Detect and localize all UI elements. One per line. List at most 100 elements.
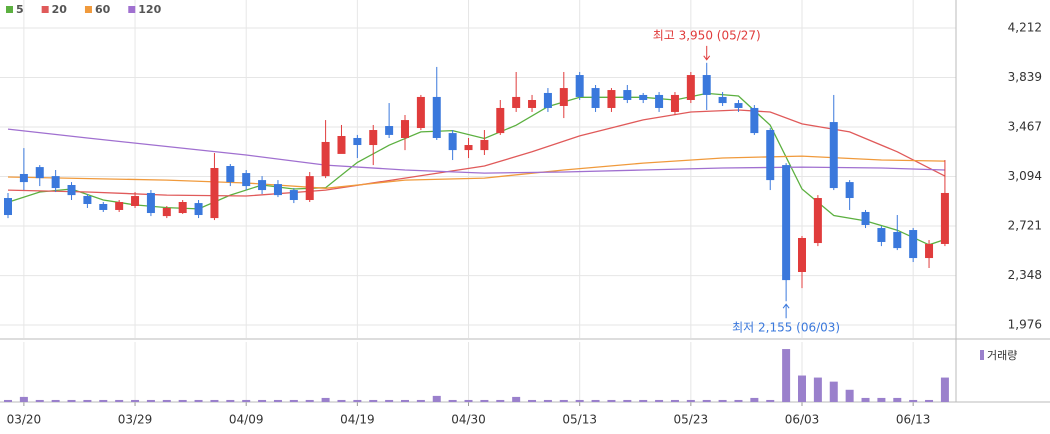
- candle-body: [750, 107, 759, 134]
- volume-bar: [464, 399, 473, 402]
- volume-bar: [35, 399, 44, 402]
- candle-body: [162, 207, 171, 217]
- candle-body: [178, 202, 187, 214]
- legend-swatch: [41, 6, 49, 13]
- candle-body: [528, 100, 537, 108]
- volume-bar: [782, 349, 791, 402]
- candle-body: [146, 192, 155, 214]
- volume-bar: [559, 399, 568, 402]
- volume-bar: [194, 399, 203, 402]
- candle-body: [909, 230, 918, 259]
- candle-body: [369, 130, 378, 146]
- candle-body: [321, 141, 330, 177]
- candle-body: [432, 96, 441, 138]
- candle-body: [385, 126, 394, 135]
- volume-bar: [686, 399, 695, 402]
- candle-body: [464, 145, 473, 151]
- candle-body: [194, 203, 203, 216]
- candle-body: [591, 88, 600, 108]
- volume-bar: [893, 397, 902, 402]
- y-tick-label: 2,721: [1008, 219, 1042, 233]
- volume-bar: [845, 389, 854, 402]
- ma-line: [7, 109, 946, 197]
- volume-bar: [289, 399, 298, 402]
- candle-body: [416, 96, 425, 129]
- volume-bar: [718, 399, 727, 402]
- y-tick-label: 4,212: [1008, 21, 1042, 35]
- volume-bar: [131, 399, 140, 402]
- candle-body: [131, 196, 140, 206]
- x-tick-label: 04/09: [229, 413, 264, 427]
- volume-bar: [401, 399, 409, 402]
- volume-bar: [353, 399, 362, 402]
- ma-line: [7, 128, 945, 174]
- candle-body: [226, 166, 235, 183]
- volume-bar: [115, 399, 124, 402]
- candle-body: [559, 88, 568, 106]
- candle-body: [51, 176, 60, 189]
- volume-bar: [242, 399, 251, 402]
- candle-body: [861, 211, 870, 225]
- y-tick-label: 1,976: [1008, 317, 1042, 331]
- volume-bar: [591, 399, 600, 402]
- volume-bar: [543, 399, 552, 402]
- volume-bar: [4, 399, 12, 402]
- candle-body: [925, 243, 934, 259]
- volume-bar: [496, 399, 505, 402]
- candle-body: [273, 184, 282, 196]
- volume-bar: [734, 399, 743, 402]
- volume-bar: [178, 399, 187, 402]
- x-tick-label: 06/13: [896, 413, 931, 427]
- x-tick-label: 03/29: [118, 413, 153, 427]
- volume-bar: [83, 399, 92, 402]
- volume-bar: [337, 399, 346, 402]
- candle-body: [639, 94, 648, 101]
- y-tick-label: 3,094: [1008, 169, 1042, 183]
- volume-legend-swatch: [980, 350, 984, 360]
- candle-body: [353, 137, 362, 146]
- candle-body: [782, 165, 791, 281]
- x-tick-label: 05/13: [562, 413, 597, 427]
- volume-bar: [909, 399, 918, 402]
- volume-bar: [512, 396, 521, 402]
- candle-body: [448, 133, 457, 151]
- candle-body: [210, 168, 219, 219]
- volume-bar: [305, 399, 314, 402]
- legend-swatch: [84, 6, 92, 13]
- volume-bar: [940, 377, 949, 402]
- candle-body: [623, 90, 632, 101]
- candle-body: [702, 75, 711, 95]
- candle-body: [337, 135, 346, 154]
- volume-bar: [448, 399, 457, 402]
- candle-body: [496, 107, 505, 134]
- candle-body: [575, 75, 584, 97]
- volume-bar: [226, 399, 235, 402]
- candle-body: [289, 190, 298, 201]
- candle-body: [798, 237, 806, 272]
- candle-body: [4, 198, 12, 216]
- volume-legend: 거래량: [987, 349, 1017, 362]
- legend-label: 20: [52, 3, 68, 16]
- candle-body: [305, 176, 314, 201]
- candle-body: [686, 75, 695, 101]
- legend-swatch: [6, 6, 13, 13]
- annotation-arrow: [782, 303, 790, 319]
- volume-bar: [321, 397, 330, 402]
- legend-label: 120: [138, 3, 161, 16]
- volume-bar: [925, 399, 934, 402]
- legend-label: 5: [16, 3, 24, 16]
- candle-body: [813, 198, 822, 244]
- volume-bar: [416, 399, 425, 402]
- volume-bar: [798, 375, 806, 402]
- annotation: 최고 3,950 (05/27): [653, 28, 761, 42]
- volume-bar: [162, 399, 171, 402]
- volume-bar: [385, 399, 394, 402]
- candle-body: [543, 92, 552, 108]
- legend-label: 60: [95, 3, 111, 16]
- candle-body: [940, 192, 949, 244]
- candle-body: [734, 103, 743, 108]
- volume-bar: [67, 399, 76, 402]
- candle-body: [512, 96, 521, 108]
- candle-body: [893, 232, 902, 249]
